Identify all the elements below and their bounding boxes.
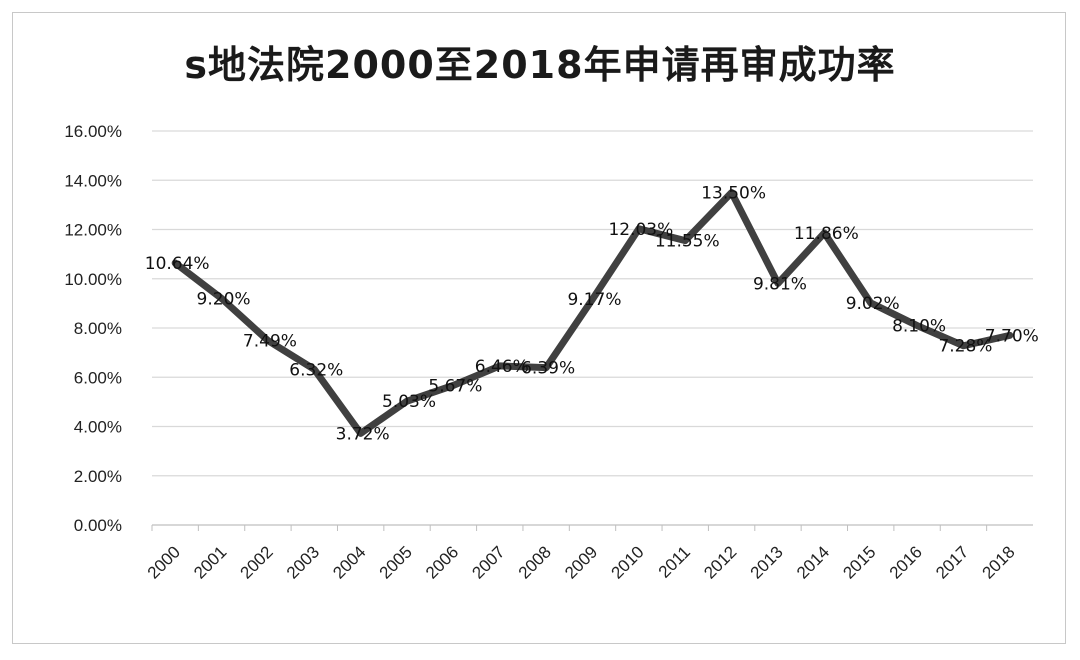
data-point [357,430,364,437]
data-point [404,398,411,405]
data-label: 7.70% [985,326,1039,346]
x-tick-label: 2018 [978,542,1018,582]
data-label: 9.17% [567,290,621,310]
data-point [1006,332,1013,339]
data-label: 7.49% [243,332,297,352]
series-line-group [171,189,1014,437]
data-label: 3.72% [336,424,390,444]
x-tick-label: 2005 [376,542,416,582]
x-axis-ticks: 2000 2001 2002 2003 2004 2005 2006 2007 2008 2009… [144,525,1019,583]
chart-title: s地法院2000至2018年申请再审成功率 [184,43,896,87]
data-point [172,259,179,266]
x-tick-label: 2015 [839,542,879,582]
data-label: 8.10% [892,317,946,337]
data-label: 6.39% [521,359,575,379]
data-point [867,299,874,306]
x-tick-label: 2001 [190,542,230,582]
y-tick-label: 16.00% [64,122,122,141]
data-label: 13.50% [701,184,766,204]
x-tick-label: 2004 [329,542,369,582]
data-point [589,296,596,303]
x-tick-label: 2011 [655,542,694,581]
x-tick-label: 2003 [283,542,323,582]
data-label: 10.64% [145,254,210,274]
y-tick-label: 10.00% [64,270,122,289]
x-tick-label: 2000 [144,542,184,582]
data-point [218,295,225,302]
x-tick-label: 2009 [561,542,601,582]
x-tick-label: 2012 [700,542,740,582]
y-axis-ticks: 0.00% 2.00% 4.00% 6.00% 8.00% 10.00% 12.00% 14.… [64,122,122,535]
x-tick-label: 2007 [468,542,508,582]
data-point [450,382,457,389]
data-label: 7.28% [938,337,992,357]
y-tick-label: 8.00% [74,319,122,338]
data-point [264,337,271,344]
data-point [821,229,828,236]
data-label: 5.67% [428,376,482,396]
data-point [496,362,503,369]
data-label: 12.03% [608,220,673,240]
data-label: 9.02% [846,294,900,314]
data-point [635,225,642,232]
y-tick-label: 6.00% [74,368,122,387]
x-tick-label: 2006 [422,542,462,582]
y-tick-label: 2.00% [74,467,122,486]
data-labels: 10.64% 9.20% 7.49% 6.32% 3.72% 5.03%5.67%6.46… [145,184,1039,445]
data-label: 6.46% [475,357,529,377]
y-tick-label: 0.00% [74,516,122,535]
y-tick-label: 12.00% [64,221,122,240]
x-tick-label: 2014 [793,542,833,582]
y-tick-label: 14.00% [64,171,122,190]
x-tick-label: 2008 [515,542,555,582]
x-tick-label: 2002 [237,542,277,582]
x-tick-label: 2010 [608,542,648,582]
data-point [682,237,689,244]
data-label: 9.81% [753,274,807,294]
data-point [543,364,550,371]
x-tick-label: 2013 [747,542,787,582]
data-label: 9.20% [197,289,251,309]
x-tick-label: 2017 [932,542,972,582]
data-point [960,342,967,349]
grid-lines [152,130,1033,526]
data-label: 11.86% [794,224,859,244]
data-point [774,280,781,287]
data-label: 11.55% [655,232,720,252]
y-tick-label: 4.00% [74,418,122,437]
x-tick-label: 2016 [886,542,926,582]
data-point [728,189,735,196]
data-point [311,366,318,373]
data-point [914,322,921,329]
data-label: 5.03% [382,392,436,412]
data-label: 6.32% [289,360,343,380]
